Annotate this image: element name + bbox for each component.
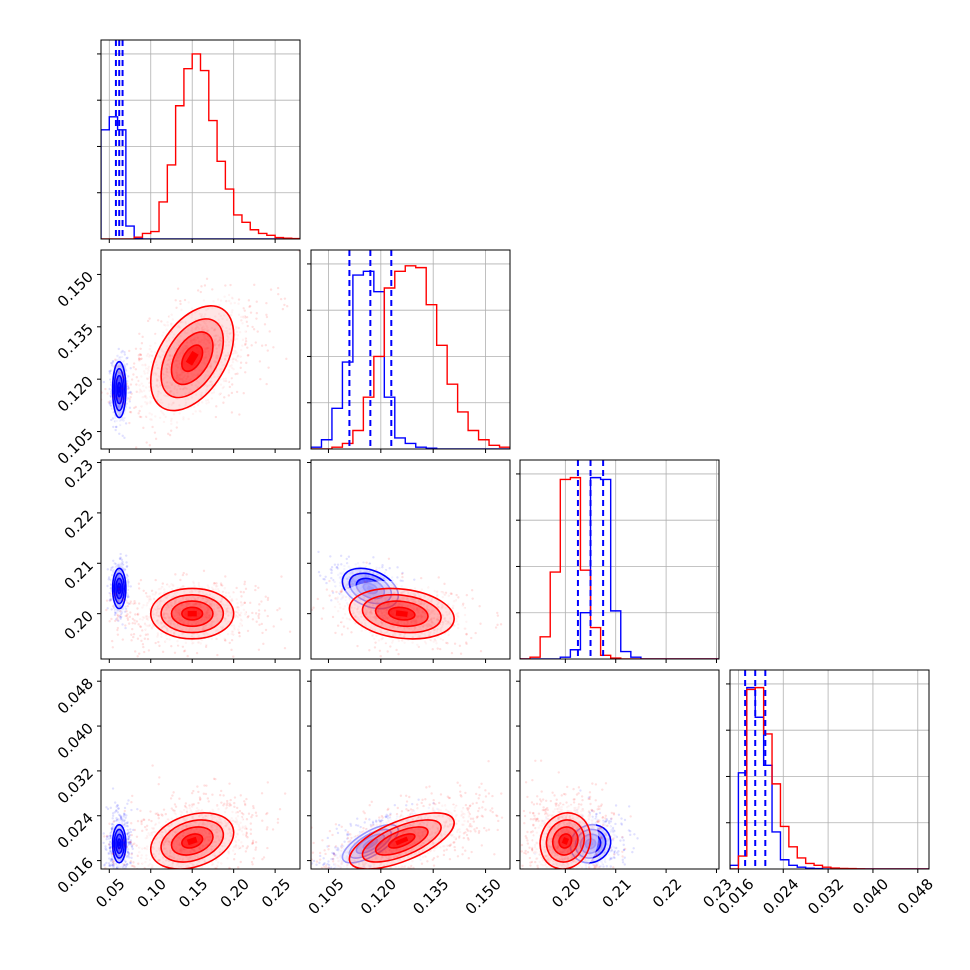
panel-frame (100, 459, 301, 660)
y-tick-label: 0.024 (54, 809, 97, 852)
x-tick-label: 0.040 (849, 875, 892, 918)
panel-frame (729, 669, 930, 870)
histogram-step-series_b (520, 476, 719, 659)
x-tick-label: 0.05 (92, 875, 128, 911)
x-tick-label: 0.25 (258, 875, 294, 911)
x-tick-label: 0.22 (649, 875, 685, 911)
panel-frame (310, 249, 511, 450)
x-tick-label: 0.21 (599, 875, 635, 911)
density-peak (118, 841, 120, 846)
panel-frame (310, 459, 511, 660)
density-peak (186, 836, 198, 846)
histogram-step-series_b (101, 53, 300, 239)
panel-2d-1-2 (310, 459, 511, 660)
hist-panel-1 (307, 249, 511, 450)
contours-series_b (532, 804, 599, 869)
y-tick-label: 0.016 (54, 854, 97, 897)
panel-frame (100, 249, 301, 450)
histogram-step-series_a (520, 476, 719, 659)
panel-frame (310, 669, 511, 870)
density-peak (187, 610, 197, 617)
density-peak (561, 837, 570, 845)
contours-series_a (110, 818, 128, 869)
density-peak (185, 350, 199, 366)
x-tick-label: 0.105 (305, 875, 348, 918)
y-tick-label: 0.048 (54, 674, 97, 717)
density-peak (395, 610, 408, 618)
x-tick-label: 0.024 (759, 875, 802, 918)
y-tick-label: 0.032 (54, 764, 97, 807)
x-tick-label: 0.032 (804, 875, 847, 918)
panel-2d-0-2 (100, 459, 301, 660)
y-tick-label: 0.040 (54, 719, 97, 762)
contours-series_b (138, 580, 247, 647)
contours-series_b (138, 804, 247, 869)
x-tick-label: 0.150 (462, 875, 505, 918)
panel-frame (100, 39, 301, 240)
contours-series_a (110, 562, 128, 615)
y-tick-label: 0.120 (54, 372, 97, 415)
contours-series_b (138, 290, 247, 427)
histogram-step-series_b (311, 265, 510, 449)
panel-frame (519, 459, 720, 660)
density-peak (118, 386, 120, 393)
panel-frame (519, 669, 720, 870)
x-tick-label: 0.20 (217, 875, 253, 911)
histogram-step-series_b (730, 686, 929, 869)
panel-frame (100, 669, 301, 870)
y-tick-label: 0.105 (54, 425, 97, 468)
histogram-step-series_a (311, 270, 510, 449)
hist-panel-3 (726, 669, 930, 870)
y-tick-label: 0.135 (54, 320, 97, 363)
histogram-step-series_a (101, 116, 300, 239)
y-tick-label: 0.150 (54, 268, 97, 311)
panel-2d-1-3 (310, 669, 511, 870)
hist-panel-0 (97, 39, 301, 240)
y-tick-label: 0.22 (61, 506, 97, 542)
contours-series_b (333, 804, 470, 869)
density-peak (395, 836, 409, 846)
x-tick-label: 0.135 (409, 875, 452, 918)
x-tick-label: 0.10 (134, 875, 170, 911)
x-tick-label: 0.120 (357, 875, 400, 918)
panel-2d-2-3 (519, 669, 720, 870)
x-tick-label: 0.20 (548, 875, 584, 911)
y-tick-label: 0.21 (61, 557, 97, 593)
contours-series_a (110, 353, 128, 426)
panel-2d-0-1 (100, 249, 301, 450)
histogram-step-series_a (730, 686, 929, 869)
contours-series_b (333, 580, 470, 647)
panel-2d-0-3 (100, 669, 301, 870)
hist-panel-2 (516, 459, 720, 660)
x-tick-label: 0.048 (894, 875, 937, 918)
density-peak (118, 586, 120, 591)
y-tick-label: 0.20 (61, 607, 97, 643)
x-tick-label: 0.15 (175, 875, 211, 911)
